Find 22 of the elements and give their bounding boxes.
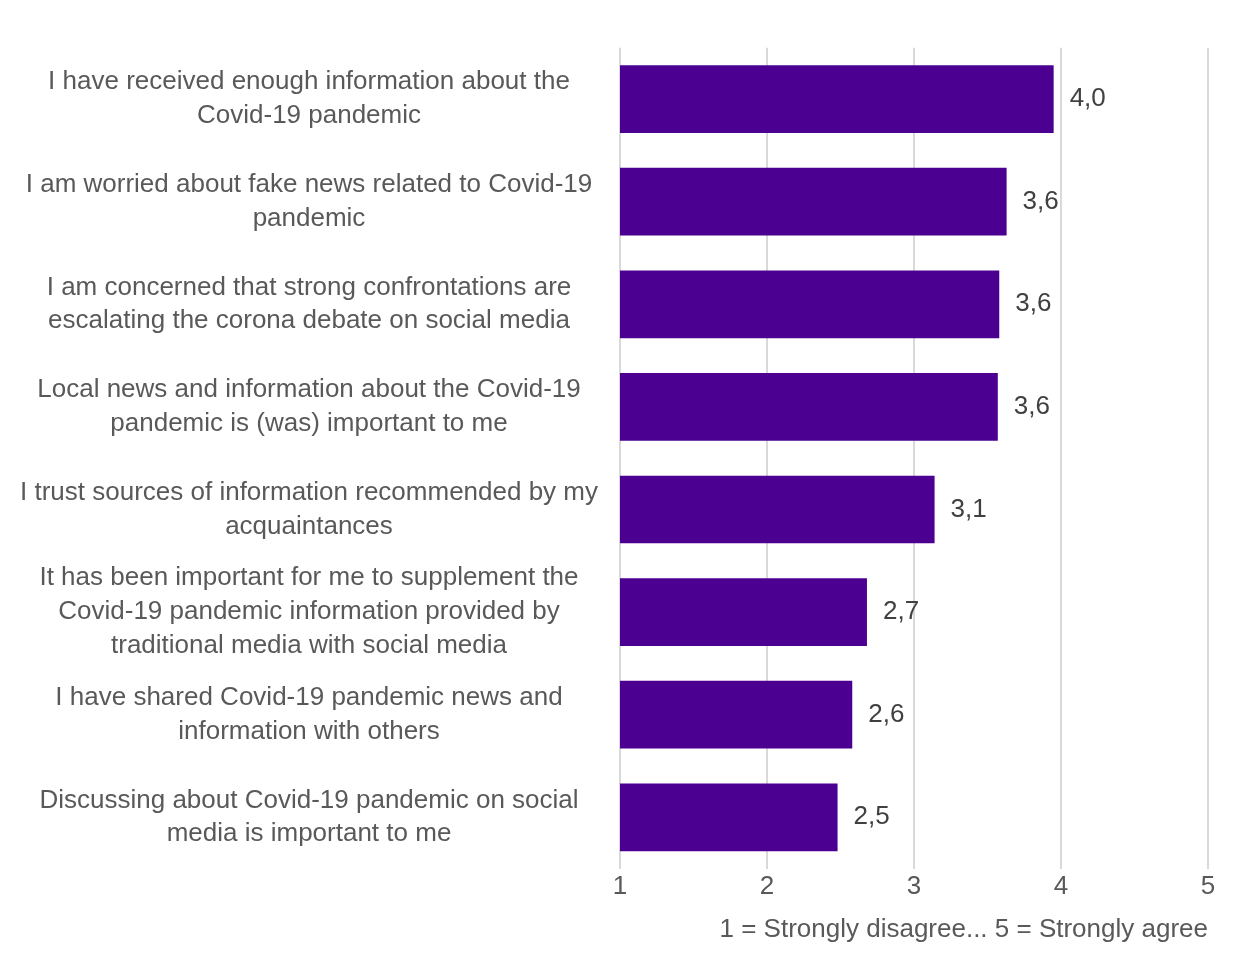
y-tick-label: I have received enough information about the Covid-19 pandemic: [48, 65, 570, 130]
data-label: 2,5: [853, 800, 890, 831]
y-tick-label: I am worried about fake news related to Covid-19 pandemic: [25, 167, 593, 232]
y-tick-label: Local news and information about the Covid-19 pandemic is (was) important to me: [37, 373, 581, 437]
data-label: 3,6: [1022, 184, 1059, 215]
y-tick-label: I have shared Covid-19 pandemic news and information with others: [55, 680, 563, 745]
data-label: 3,6: [1015, 287, 1052, 318]
data-label: 3,6: [1013, 390, 1050, 421]
y-tick-label: Discussing about Covid-19 pandemic on social media is important to me: [39, 783, 579, 848]
x-tick-label: 2: [759, 870, 775, 901]
y-tick-label: I trust sources of information recommended by my acquaintances: [19, 475, 599, 540]
x-tick-label: 1: [612, 870, 628, 901]
data-label: 3,1: [950, 492, 987, 523]
data-label: 2,7: [882, 595, 920, 626]
x-tick-label: 4: [1053, 870, 1069, 901]
y-tick-label: I am concerned that strong confrontations are escalating the corona debate on social media: [46, 270, 572, 335]
y-tick-label: It has been important for me to supplement the Covid-19 pandemic information provided by traditional media with social media: [39, 561, 579, 660]
x-axis-title: 1 = Strongly disagree... 5 = Strongly agree: [719, 912, 1208, 943]
data-label: 4,0: [1069, 82, 1106, 113]
x-tick-label: 5: [1200, 870, 1216, 901]
x-tick-label: 3: [906, 870, 922, 901]
data-label: 2,6: [868, 697, 905, 728]
